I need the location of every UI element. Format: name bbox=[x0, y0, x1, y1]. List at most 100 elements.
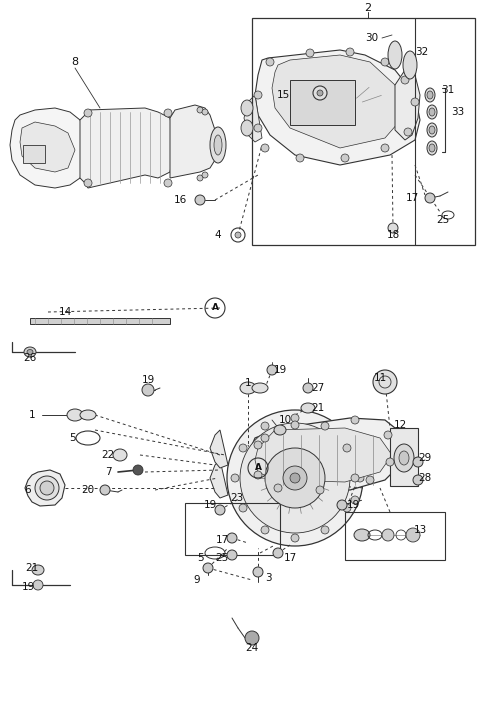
Ellipse shape bbox=[67, 409, 83, 421]
Ellipse shape bbox=[425, 193, 435, 203]
Text: 23: 23 bbox=[230, 493, 244, 503]
Ellipse shape bbox=[388, 41, 402, 69]
Ellipse shape bbox=[253, 567, 263, 577]
Text: 25: 25 bbox=[216, 553, 228, 563]
Ellipse shape bbox=[113, 449, 127, 461]
Text: 19: 19 bbox=[347, 500, 360, 510]
Ellipse shape bbox=[317, 90, 323, 96]
Ellipse shape bbox=[214, 135, 222, 155]
Ellipse shape bbox=[427, 141, 437, 155]
Ellipse shape bbox=[203, 563, 213, 573]
Ellipse shape bbox=[254, 471, 262, 479]
Text: 2: 2 bbox=[364, 3, 372, 13]
Ellipse shape bbox=[303, 383, 313, 393]
Text: 28: 28 bbox=[419, 473, 432, 483]
Text: 22: 22 bbox=[101, 450, 115, 460]
Ellipse shape bbox=[84, 109, 92, 117]
Text: 19: 19 bbox=[22, 582, 35, 592]
Ellipse shape bbox=[354, 529, 370, 541]
Ellipse shape bbox=[239, 444, 247, 452]
Text: 18: 18 bbox=[386, 230, 400, 240]
Text: 13: 13 bbox=[413, 525, 427, 535]
Ellipse shape bbox=[341, 154, 349, 162]
Text: 7: 7 bbox=[105, 467, 111, 477]
Text: 21: 21 bbox=[312, 403, 324, 413]
Ellipse shape bbox=[283, 466, 307, 490]
Polygon shape bbox=[395, 70, 420, 140]
Ellipse shape bbox=[261, 526, 269, 534]
Ellipse shape bbox=[274, 484, 282, 492]
Text: 17: 17 bbox=[216, 535, 228, 545]
Ellipse shape bbox=[413, 475, 423, 485]
Ellipse shape bbox=[240, 382, 256, 394]
Text: 9: 9 bbox=[194, 575, 200, 585]
Text: 31: 31 bbox=[442, 85, 455, 95]
Ellipse shape bbox=[266, 58, 274, 66]
Polygon shape bbox=[10, 108, 88, 188]
Text: 25: 25 bbox=[436, 215, 450, 225]
Ellipse shape bbox=[261, 422, 269, 430]
Bar bbox=[30, 318, 170, 324]
Ellipse shape bbox=[351, 416, 359, 424]
Text: A: A bbox=[212, 303, 218, 313]
Text: 11: 11 bbox=[373, 373, 386, 383]
Ellipse shape bbox=[427, 91, 433, 99]
Ellipse shape bbox=[301, 403, 315, 413]
Text: 21: 21 bbox=[25, 563, 38, 573]
Ellipse shape bbox=[290, 473, 300, 483]
Text: 17: 17 bbox=[283, 553, 297, 563]
Ellipse shape bbox=[261, 144, 269, 152]
Text: 19: 19 bbox=[142, 375, 155, 385]
Text: 5: 5 bbox=[197, 553, 204, 563]
Ellipse shape bbox=[429, 126, 435, 134]
Ellipse shape bbox=[235, 232, 241, 238]
Ellipse shape bbox=[133, 465, 143, 475]
Ellipse shape bbox=[27, 350, 33, 355]
Ellipse shape bbox=[202, 109, 208, 115]
Ellipse shape bbox=[195, 195, 205, 205]
Ellipse shape bbox=[142, 384, 154, 396]
Ellipse shape bbox=[227, 550, 237, 560]
Ellipse shape bbox=[215, 505, 225, 515]
Ellipse shape bbox=[197, 175, 203, 181]
Text: 19: 19 bbox=[274, 365, 287, 375]
Ellipse shape bbox=[429, 108, 435, 116]
Ellipse shape bbox=[403, 51, 417, 79]
Polygon shape bbox=[255, 50, 420, 165]
Ellipse shape bbox=[384, 431, 392, 439]
Ellipse shape bbox=[241, 100, 253, 116]
Polygon shape bbox=[20, 122, 75, 172]
Ellipse shape bbox=[399, 451, 409, 465]
Text: 15: 15 bbox=[276, 90, 289, 100]
Text: 12: 12 bbox=[394, 420, 407, 430]
Ellipse shape bbox=[291, 421, 299, 429]
Ellipse shape bbox=[382, 529, 394, 541]
Ellipse shape bbox=[273, 548, 283, 558]
Polygon shape bbox=[244, 95, 262, 142]
Ellipse shape bbox=[337, 500, 347, 510]
Bar bbox=[23, 145, 45, 163]
Bar bbox=[390, 428, 418, 486]
Ellipse shape bbox=[411, 98, 419, 106]
Ellipse shape bbox=[343, 444, 351, 452]
Ellipse shape bbox=[373, 370, 397, 394]
Ellipse shape bbox=[245, 631, 259, 645]
Ellipse shape bbox=[254, 124, 262, 132]
Polygon shape bbox=[255, 428, 392, 482]
Text: 32: 32 bbox=[415, 47, 429, 57]
Ellipse shape bbox=[394, 444, 414, 472]
Ellipse shape bbox=[252, 383, 268, 393]
Text: 19: 19 bbox=[204, 500, 216, 510]
Text: 6: 6 bbox=[24, 485, 31, 495]
Ellipse shape bbox=[313, 86, 327, 100]
Polygon shape bbox=[272, 55, 405, 148]
Text: 16: 16 bbox=[173, 195, 187, 205]
Ellipse shape bbox=[429, 144, 435, 152]
Ellipse shape bbox=[80, 410, 96, 420]
Ellipse shape bbox=[33, 580, 43, 590]
Ellipse shape bbox=[241, 120, 253, 136]
Ellipse shape bbox=[381, 144, 389, 152]
Ellipse shape bbox=[425, 88, 435, 102]
Text: 20: 20 bbox=[82, 485, 95, 495]
Ellipse shape bbox=[427, 105, 437, 119]
